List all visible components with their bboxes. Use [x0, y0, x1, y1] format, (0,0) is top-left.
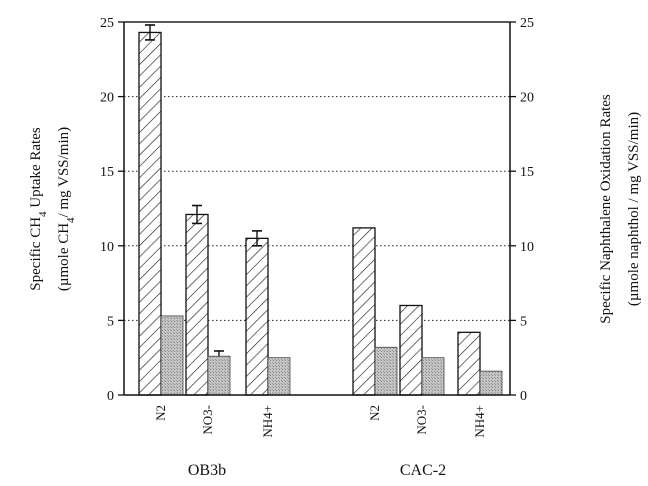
left-ticks: 0 5 10 15 20 25 [100, 16, 124, 404]
ch4-bar [185, 213, 209, 396]
ch4-bar [399, 304, 423, 396]
right-tick-label: 0 [520, 389, 527, 404]
naphthalene-bar [421, 357, 445, 396]
right-tick-label: 5 [520, 314, 527, 329]
right-tick-label: 20 [520, 91, 534, 106]
left-tick-label: 10 [100, 240, 114, 255]
right-axis-title: Specific Naphthalene Oxidation Rates (µm… [598, 94, 642, 324]
right-axis-label-line2: (µmole naphthol / mg VSS/min) [626, 112, 642, 306]
left-axis-label-line1: Specific CH4 Uptake Rates [28, 127, 49, 291]
category-label: NO3- [200, 405, 215, 435]
category-label: N2 [153, 405, 168, 421]
right-axis-label-line1: Specific Naphthalene Oxidation Rates [598, 94, 614, 324]
right-ticks: 0 5 10 15 20 25 [510, 16, 534, 404]
ch4-bar [138, 31, 162, 396]
category-label: N2 [367, 405, 382, 421]
grid-lines [124, 21, 510, 321]
left-tick-label: 25 [100, 16, 114, 31]
category-label: NH4+ [472, 405, 487, 438]
group-labels: OB3b CAC-2 [188, 462, 446, 479]
bars [138, 31, 503, 396]
group-label: OB3b [188, 462, 226, 479]
left-tick-label: 15 [100, 165, 114, 180]
left-axis-title: Specific CH4 Uptake Rates (µmole CH4/ mg… [28, 127, 77, 291]
group-label: CAC-2 [400, 462, 446, 479]
right-tick-label: 25 [520, 16, 534, 31]
right-tick-label: 15 [520, 165, 534, 180]
left-tick-label: 20 [100, 91, 114, 106]
naphthalene-bar [160, 315, 184, 396]
ch4-bar [457, 331, 481, 396]
category-label: NO3- [414, 405, 429, 435]
naphthalene-bar [374, 346, 398, 396]
left-tick-label: 0 [107, 389, 114, 404]
right-tick-label: 10 [520, 240, 534, 255]
ch4-bar [245, 237, 269, 396]
naphthalene-bar [207, 355, 231, 396]
naphthalene-bar [267, 357, 291, 396]
category-labels: N2 NO3- NH4+ N2 NO3- NH4+ [153, 405, 487, 438]
ch4-bar [352, 227, 376, 396]
left-tick-label: 5 [107, 314, 114, 329]
error-bars [145, 24, 262, 357]
category-label: NH4+ [260, 405, 275, 438]
naphthalene-bar [479, 370, 503, 396]
left-axis-label-line2: (µmole CH4/ mg VSS/min) [56, 127, 77, 291]
